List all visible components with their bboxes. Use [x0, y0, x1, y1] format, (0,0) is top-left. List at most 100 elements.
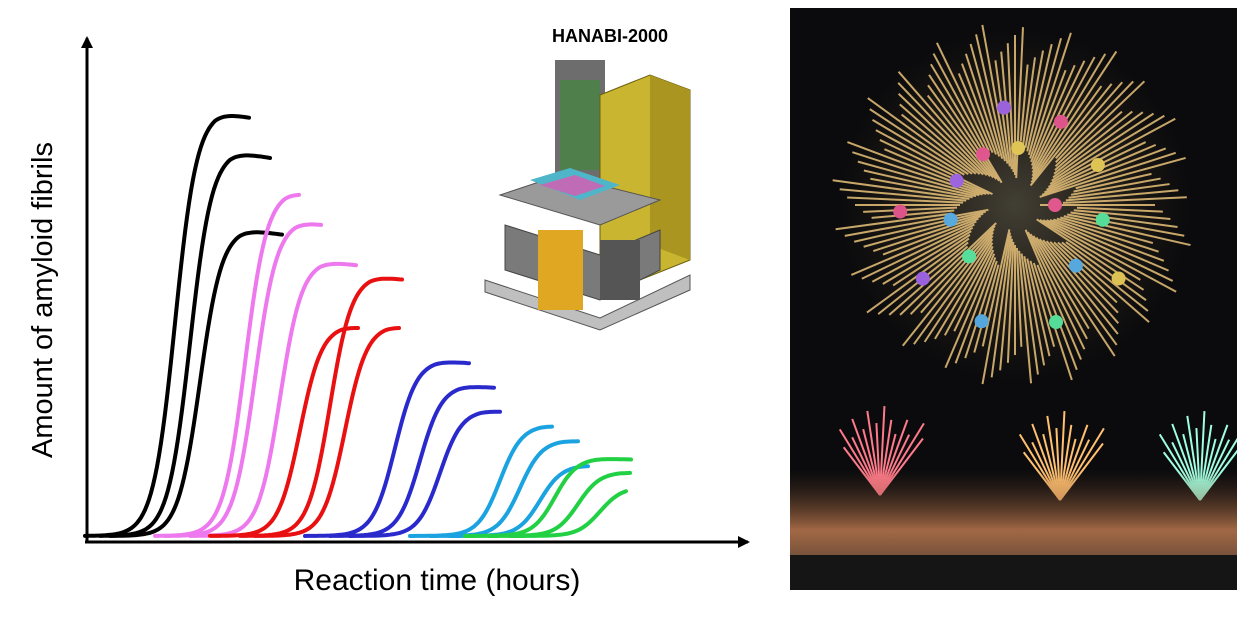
- spark: [871, 226, 974, 283]
- spark: [1027, 37, 1062, 156]
- spark: [1030, 64, 1076, 166]
- spark: [975, 34, 1006, 162]
- spark: [1029, 260, 1056, 347]
- spark: [863, 206, 958, 213]
- spark: [935, 42, 990, 152]
- spark: [1073, 209, 1171, 220]
- spark: [1075, 156, 1186, 190]
- spark: [981, 229, 1011, 347]
- spark: [981, 24, 1009, 164]
- star: [949, 173, 964, 188]
- spark: [1045, 240, 1120, 324]
- star: [962, 249, 977, 264]
- spark: [861, 223, 975, 280]
- curve: [208, 326, 360, 538]
- curve: [83, 114, 251, 538]
- spark: [1051, 112, 1155, 182]
- spark: [1063, 215, 1191, 247]
- spark: [999, 238, 1013, 371]
- machine-illustration: [484, 60, 691, 331]
- curve: [108, 230, 284, 538]
- spark: [1055, 81, 1123, 159]
- spark: [1049, 219, 1169, 272]
- spark: [870, 177, 973, 199]
- spark: [1052, 111, 1144, 179]
- spark: [930, 63, 1003, 184]
- curve: [508, 489, 628, 538]
- spark: [869, 108, 969, 175]
- star: [893, 204, 908, 219]
- spark: [1039, 151, 1177, 198]
- spark: [863, 169, 977, 198]
- star: [976, 147, 991, 162]
- spark: [1027, 231, 1086, 350]
- spark: [879, 139, 993, 196]
- spark: [923, 238, 994, 343]
- spark: [832, 179, 970, 200]
- spark: [1047, 117, 1176, 188]
- spark: [913, 235, 994, 345]
- spark: [884, 148, 990, 195]
- spark: [867, 97, 973, 175]
- spark: [957, 73, 994, 153]
- spark: [1076, 206, 1163, 213]
- star: [1049, 315, 1064, 330]
- spark: [835, 212, 952, 231]
- spark: [934, 242, 994, 340]
- spark: [973, 264, 1000, 353]
- spark: [847, 196, 964, 204]
- spark: [981, 232, 1011, 385]
- spark: [943, 245, 994, 336]
- spark: [1068, 183, 1170, 199]
- spark: [852, 151, 983, 196]
- star: [1095, 212, 1110, 227]
- spark: [1019, 64, 1029, 142]
- machine-title: HANABI-2000: [552, 26, 668, 46]
- spark: [1042, 239, 1119, 335]
- spark: [990, 235, 1012, 378]
- spark: [1056, 217, 1159, 253]
- curve: [153, 192, 301, 538]
- curve: [348, 409, 502, 538]
- spark: [1029, 233, 1088, 340]
- star: [943, 212, 958, 227]
- curve: [408, 424, 554, 538]
- star: [915, 271, 930, 286]
- spark: [1039, 219, 1141, 281]
- spark: [1049, 114, 1165, 185]
- spark: [839, 188, 967, 202]
- spark: [1031, 60, 1086, 170]
- spark: [1006, 241, 1015, 363]
- spark: [1054, 110, 1123, 171]
- spark: [1049, 241, 1119, 314]
- x-label: Reaction time (hours): [294, 564, 581, 597]
- spark: [1038, 238, 1118, 346]
- spark: [1031, 53, 1107, 177]
- spark: [1026, 258, 1051, 357]
- spark: [872, 215, 982, 252]
- spark: [1070, 211, 1178, 229]
- spark: [1053, 241, 1118, 304]
- spark: [953, 249, 995, 332]
- spark: [928, 74, 1000, 182]
- spark: [1030, 85, 1103, 183]
- spark: [844, 208, 989, 237]
- spark: [961, 63, 997, 155]
- fireworks-photo: [790, 8, 1237, 590]
- spark: [1070, 177, 1161, 196]
- spark: [909, 225, 996, 315]
- star: [997, 100, 1012, 115]
- spark: [857, 160, 980, 197]
- star: [1111, 271, 1126, 286]
- spark: [1035, 236, 1116, 357]
- spark: [1062, 196, 1187, 204]
- spark: [871, 119, 965, 176]
- spark: [920, 228, 995, 314]
- spark: [1023, 255, 1046, 366]
- spark: [1024, 229, 1082, 360]
- spark: [1055, 80, 1134, 164]
- spark: [1018, 250, 1033, 384]
- spark: [1065, 189, 1179, 202]
- spark: [847, 141, 987, 196]
- spark: [1015, 247, 1023, 347]
